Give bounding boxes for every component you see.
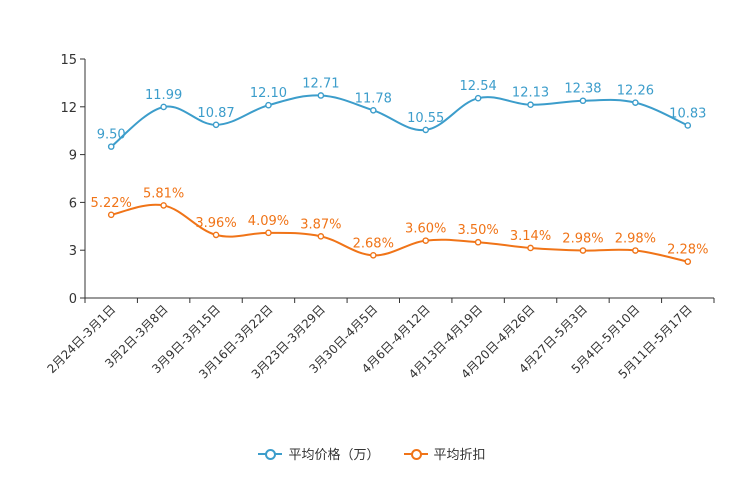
data-label-discount: 3.14%: [510, 229, 551, 244]
data-point-price: [265, 101, 272, 109]
data-point-price: [422, 126, 430, 134]
legend-price-marker: [258, 448, 283, 460]
series-line-discount: [110, 203, 689, 263]
data-label-price: 11.99: [145, 88, 182, 103]
data-label-discount: 5.22%: [91, 196, 132, 211]
data-label-price: 10.83: [669, 106, 706, 121]
y-tick-label: 15: [60, 53, 77, 68]
data-label-discount: 5.81%: [143, 186, 184, 201]
data-label-price: 12.54: [460, 79, 497, 94]
y-tick-label: 9: [69, 149, 77, 164]
data-point-discount: [369, 251, 377, 259]
y-tick-label: 12: [60, 101, 77, 116]
legend-discount-label: 平均折扣: [433, 448, 486, 463]
data-label-discount: 3.50%: [457, 223, 498, 238]
data-point-price: [107, 143, 115, 150]
data-point-discount: [632, 247, 639, 254]
legend-item-price[interactable]: 平均价格（万）: [258, 444, 380, 463]
data-point-price: [579, 97, 587, 105]
data-point-discount: [422, 237, 430, 244]
legend-discount-marker: [403, 448, 428, 460]
data-point-price: [527, 101, 534, 109]
data-label-price: 10.87: [197, 106, 234, 121]
data-label-discount: 2.98%: [615, 232, 656, 247]
data-label-price: 12.13: [512, 86, 549, 101]
line-chart: 036912152月24日-3月1日3月2日-3月8日3月9日-3月15日3月1…: [44, 53, 715, 382]
data-point-discount: [212, 231, 220, 239]
series-line-price: [110, 94, 689, 148]
data-label-price: 12.71: [302, 76, 339, 91]
data-label-price: 11.78: [355, 91, 392, 106]
data-label-discount: 2.98%: [562, 232, 603, 247]
data-label-price: 12.10: [250, 86, 287, 101]
data-point-discount: [684, 258, 692, 265]
data-point-price: [632, 99, 639, 106]
data-point-price: [160, 103, 167, 111]
data-point-discount: [527, 244, 534, 252]
data-point-price: [212, 121, 220, 129]
legend: 平均价格（万） 平均折扣: [0, 444, 744, 463]
legend-item-discount[interactable]: 平均折扣: [403, 444, 486, 463]
data-point-price: [317, 92, 325, 99]
data-point-discount: [160, 202, 167, 209]
data-point-discount: [107, 211, 115, 219]
data-point-price: [474, 94, 482, 102]
y-tick-label: 3: [69, 244, 77, 259]
data-label-price: 9.50: [97, 128, 126, 143]
legend-price-label: 平均价格（万）: [288, 448, 380, 463]
data-point-discount: [265, 229, 272, 237]
data-label-price: 12.26: [617, 84, 654, 99]
data-label-discount: 3.87%: [300, 217, 341, 232]
data-label-price: 12.38: [564, 82, 601, 97]
data-point-discount: [579, 247, 587, 254]
data-point-discount: [317, 233, 325, 240]
y-tick-label: 0: [69, 292, 77, 307]
data-label-discount: 4.09%: [248, 214, 289, 229]
data-point-price: [684, 122, 692, 129]
data-point-discount: [474, 238, 482, 246]
data-label-discount: 3.96%: [195, 216, 236, 231]
data-label-discount: 3.60%: [405, 222, 446, 237]
data-point-price: [369, 107, 377, 114]
data-label-discount: 2.28%: [667, 243, 708, 258]
data-label-price: 10.55: [407, 111, 444, 126]
y-tick-label: 6: [69, 196, 77, 211]
data-label-discount: 2.68%: [353, 236, 394, 251]
